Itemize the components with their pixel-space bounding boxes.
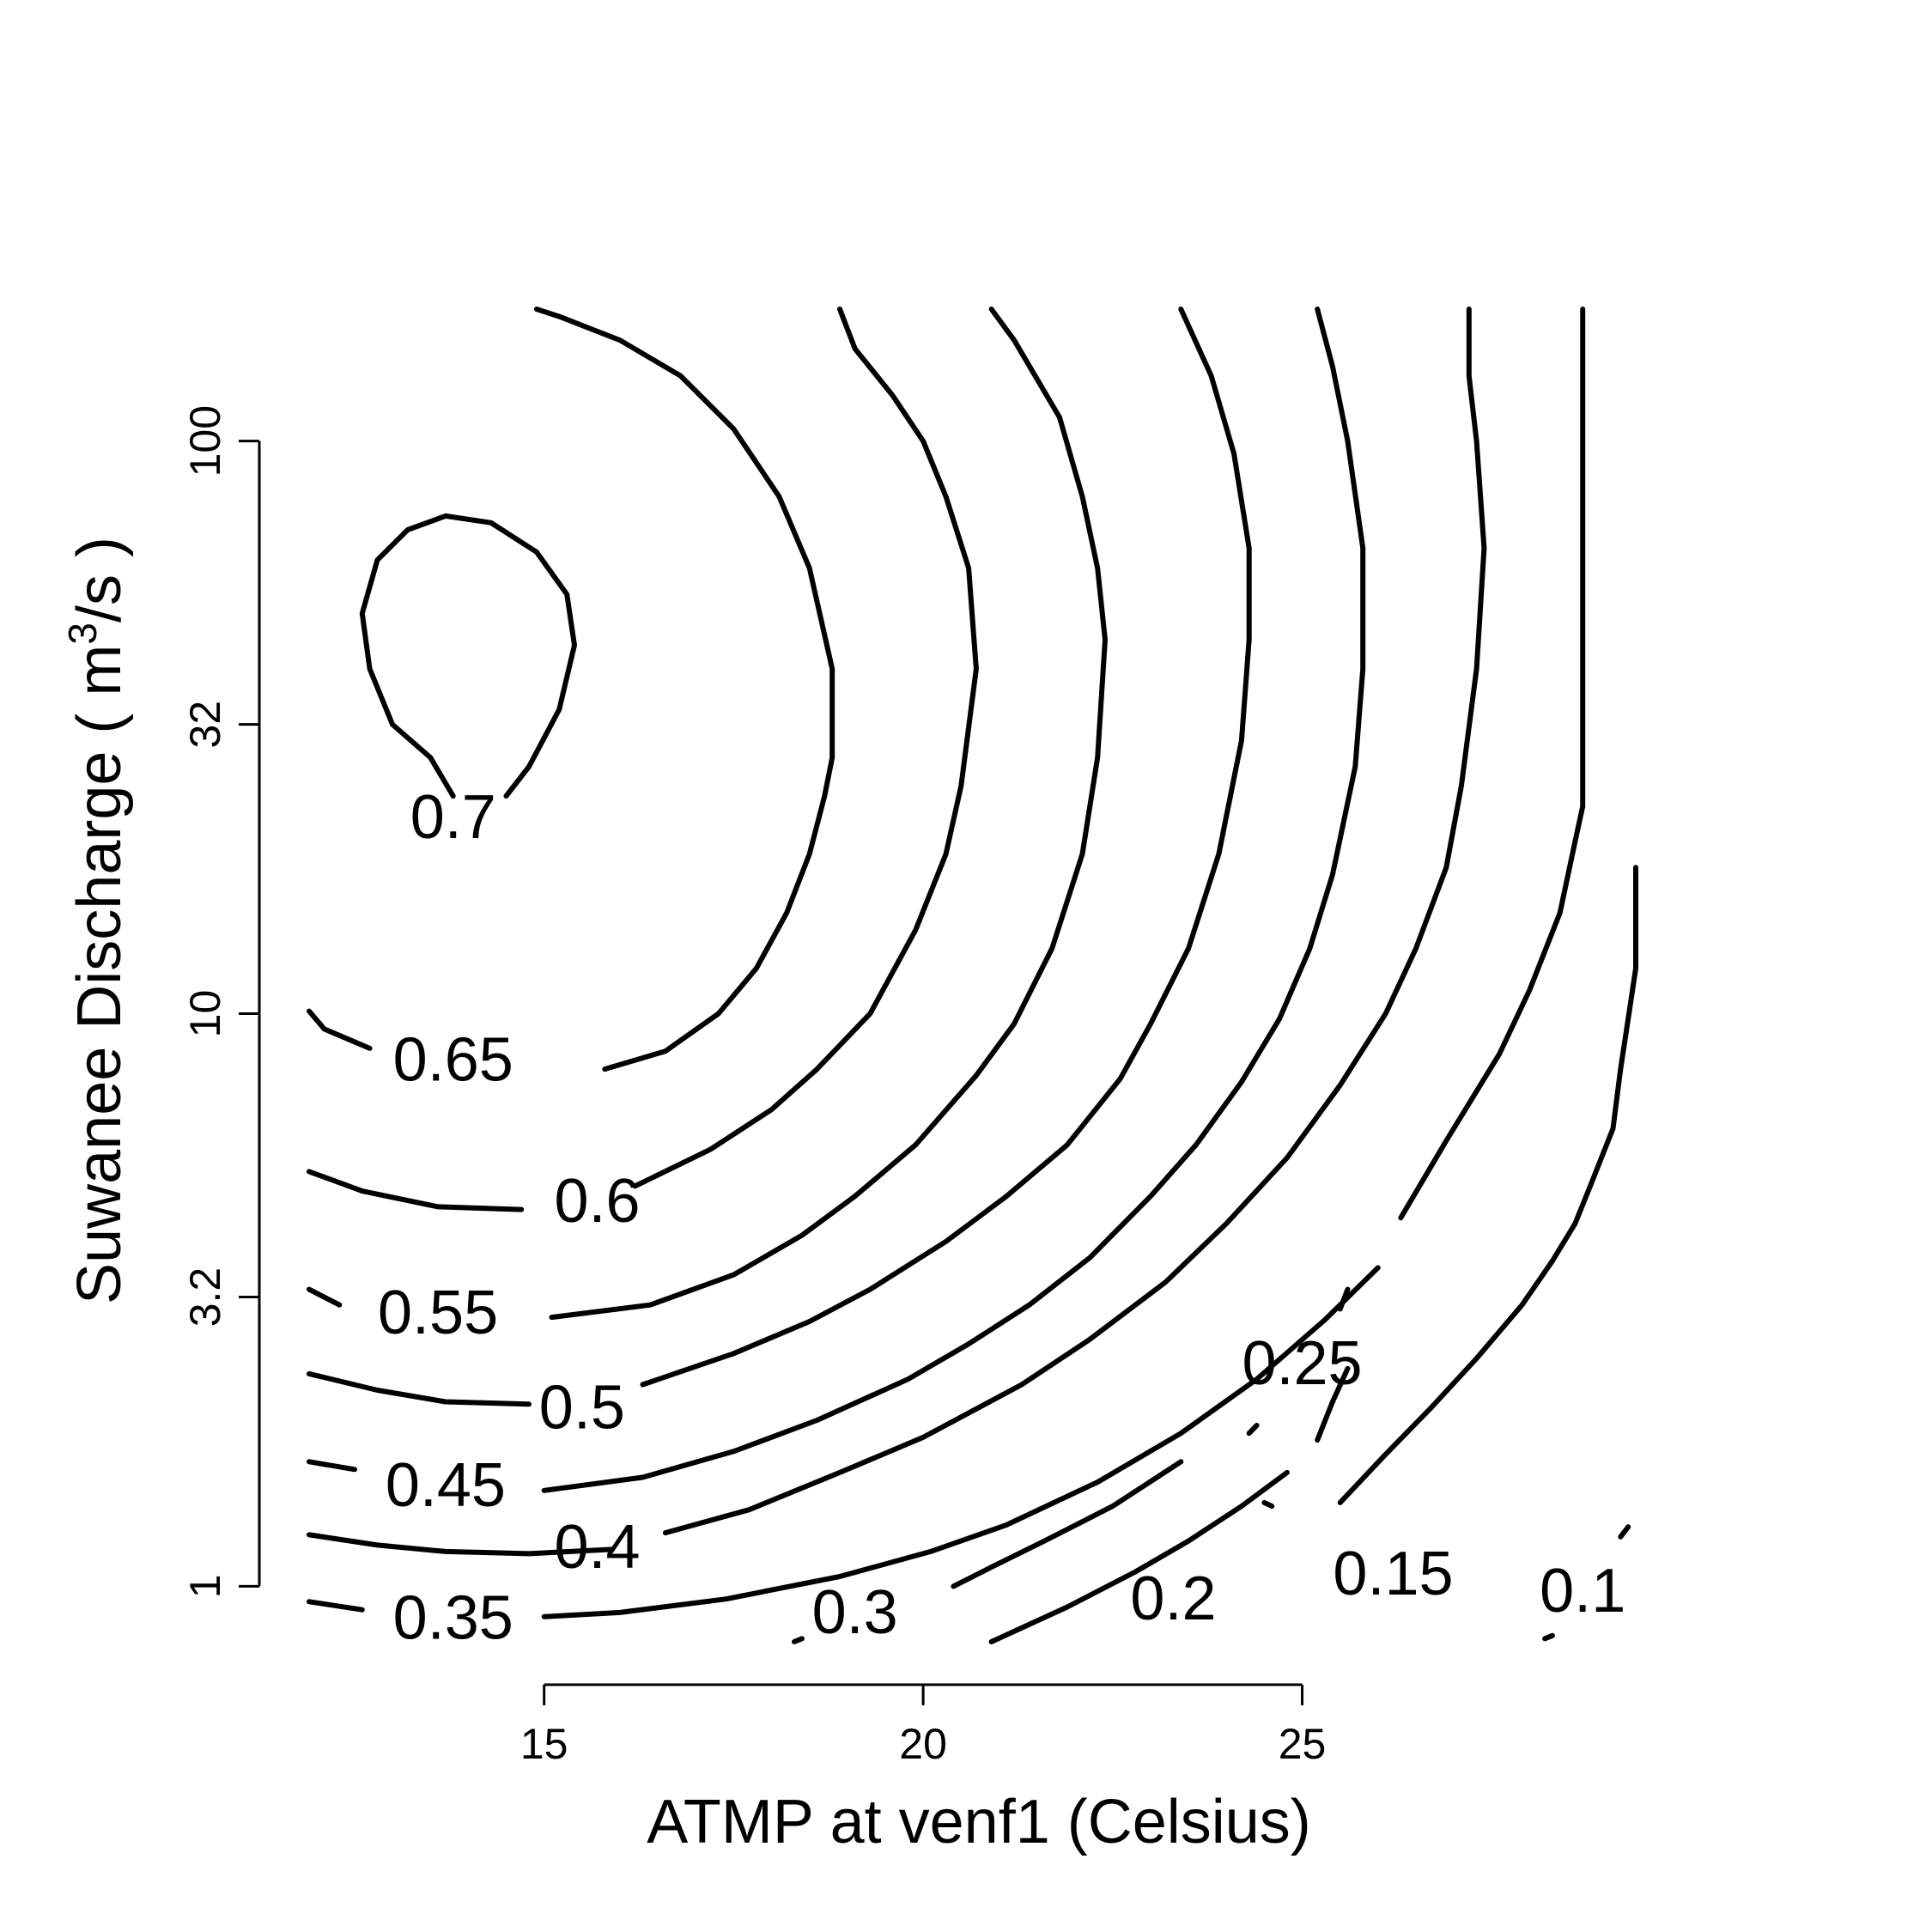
contour-line-0.2: [1261, 1499, 1275, 1510]
contour-label-0.15: 0.15: [1333, 1540, 1453, 1608]
contour-line-0.35: [1398, 307, 1586, 1221]
contour-line-0.15: [1337, 865, 1638, 1505]
contour-label-0.1: 0.1: [1540, 1557, 1625, 1625]
contour-label-0.6: 0.6: [554, 1167, 640, 1236]
plot-area: 0.7 0.65 0.6 0.55 0.5 0.45 0.4 0.35 0.3 0.25 0.2 0.…: [307, 307, 1638, 1652]
contour-line-0.45: [307, 1459, 357, 1473]
contour-line-0.25: [1246, 1423, 1260, 1437]
contour-label-0.4: 0.4: [554, 1513, 640, 1582]
contour-line-0.1: [1618, 1524, 1631, 1540]
y-tick-label: 10: [181, 990, 229, 1038]
contour-line-0.2: [988, 1469, 1290, 1644]
contour-label-0.3: 0.3: [812, 1578, 898, 1647]
contour-label-0.65: 0.65: [393, 1025, 513, 1094]
contour-label-0.5: 0.5: [539, 1373, 625, 1442]
y-axis-title-main: Suwanee Discharge ( m: [65, 645, 134, 1304]
x-tick-label: 15: [520, 1720, 568, 1768]
contour-line-0.65: [533, 307, 835, 1072]
y-tick-label: 3.2: [181, 1267, 229, 1327]
contour-line-0.45: [541, 307, 1366, 1493]
contour-line-0.65: [307, 1008, 373, 1051]
contour-line-0.5: [307, 1370, 532, 1407]
x-axis: 15 20 25 ATMP at venf1 (Celsius): [520, 1683, 1326, 1856]
y-tick-label: 32: [181, 701, 229, 749]
contour-line-0.7: [359, 513, 577, 799]
y-axis-title-tail: /s ): [65, 537, 134, 623]
contour-line-0.2: [1315, 1365, 1351, 1443]
y-axis-title-superscript: 3: [60, 623, 105, 645]
contour-line-0.1: [1542, 1632, 1555, 1642]
x-tick-label: 25: [1279, 1720, 1327, 1768]
y-tick-label: 100: [181, 405, 229, 477]
contour-label-0.55: 0.55: [378, 1279, 498, 1347]
contour-line-0.25: [1337, 1286, 1351, 1312]
contour-line-0.6: [632, 307, 979, 1189]
y-tick-label: 1: [181, 1574, 229, 1598]
contour-line-0.3: [951, 1459, 1184, 1589]
contour-line-0.35: [541, 1265, 1381, 1619]
contour-line-0.4: [662, 307, 1487, 1536]
contour-line-0.3: [792, 1636, 805, 1644]
contour-line-0.55: [549, 307, 1108, 1321]
contour-line-0.4: [307, 1532, 616, 1557]
contour-label-0.45: 0.45: [386, 1451, 506, 1520]
x-axis-title: ATMP at venf1 (Celsius): [647, 1788, 1311, 1856]
contour-label-0.7: 0.7: [410, 783, 496, 852]
x-tick-label: 20: [899, 1720, 947, 1768]
contour-lines: [307, 307, 1638, 1644]
contour-line-0.55: [307, 1286, 343, 1308]
contour-line-0.6: [307, 1169, 525, 1212]
y-ticks: 1 3.2 10 32 100: [181, 405, 259, 1598]
y-axis-title: Suwanee Discharge ( m3/s ): [60, 537, 134, 1304]
contour-labels: 0.7 0.65 0.6 0.55 0.5 0.45 0.4 0.35 0.3 0.25 0.2 0.…: [378, 783, 1625, 1652]
contour-label-0.2: 0.2: [1130, 1564, 1216, 1633]
y-axis: 1 3.2 10 32 100 Suwanee Discharge ( m3/s ): [60, 405, 261, 1598]
contour-label-0.25: 0.25: [1242, 1329, 1362, 1398]
contour-line-0.35: [307, 1599, 365, 1613]
contour-line-0.5: [640, 307, 1252, 1388]
x-ticks: 15 20 25: [520, 1685, 1326, 1768]
contour-label-0.35: 0.35: [393, 1583, 513, 1652]
